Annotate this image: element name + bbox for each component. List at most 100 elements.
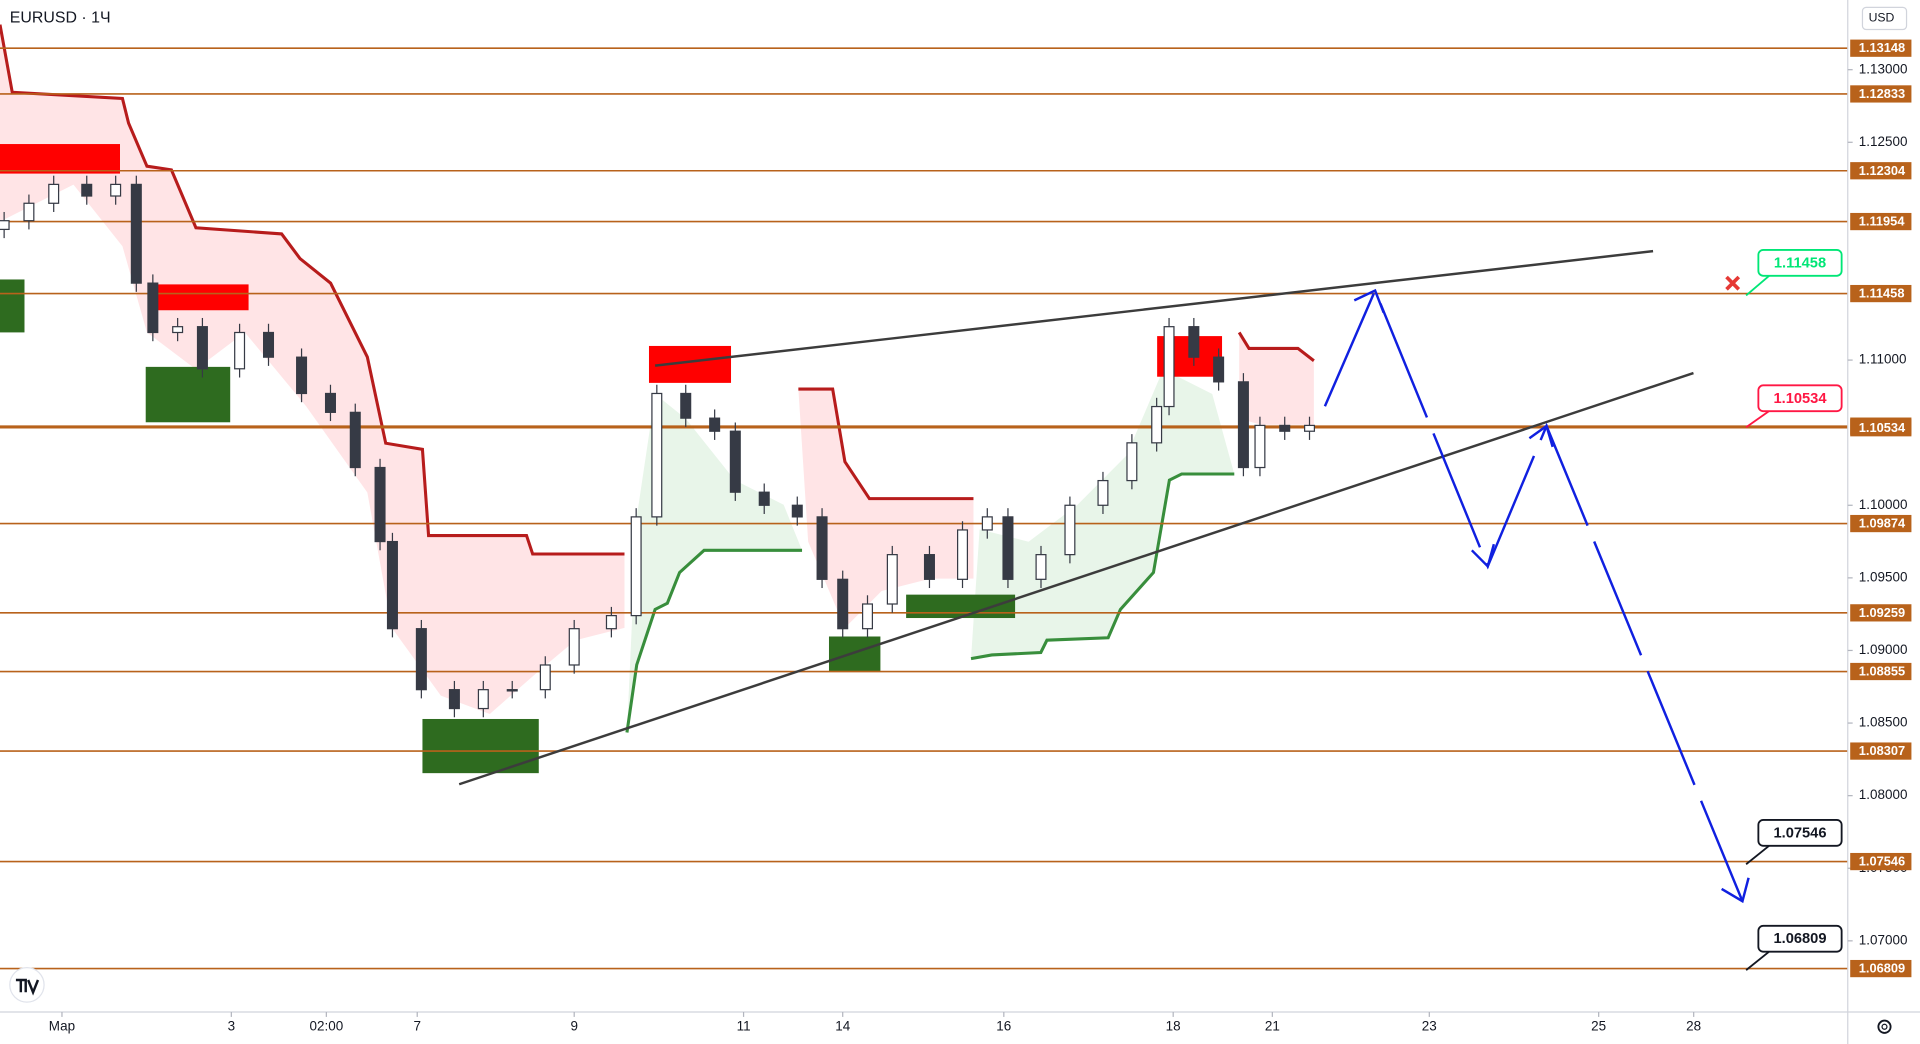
candle-body xyxy=(1035,554,1047,580)
supply-zone xyxy=(0,144,120,174)
y-tick-label: 1.09000 xyxy=(1859,642,1908,657)
callout-text: 1.06809 xyxy=(1773,931,1826,947)
callout-text: 1.07546 xyxy=(1773,825,1826,841)
callout-box xyxy=(1757,819,1843,847)
callout-box xyxy=(1757,248,1843,277)
callout-pointer xyxy=(1745,949,1772,971)
y-tick-label: 1.08000 xyxy=(1859,787,1908,802)
arrow-head xyxy=(1353,288,1385,314)
demand-zone xyxy=(0,279,25,333)
level-label: 1.08307 xyxy=(1859,743,1905,758)
arrow-head xyxy=(1721,877,1750,904)
candle-body xyxy=(956,529,969,580)
candle-body xyxy=(374,466,386,543)
trend-fill xyxy=(1239,332,1314,425)
logo xyxy=(9,967,45,1003)
levels xyxy=(0,47,1848,970)
level-label: 1.09874 xyxy=(1859,516,1906,531)
candle-body xyxy=(886,554,898,605)
candle-body xyxy=(1213,356,1225,383)
supertrend-line xyxy=(970,472,1235,661)
candle-body xyxy=(23,202,35,222)
level-label-box xyxy=(1850,662,1912,681)
annotations: 1.11458 1.10534 1.07546 1.06809 xyxy=(1745,248,1843,971)
level-label: 1.10534 xyxy=(1859,420,1906,435)
candle-body xyxy=(539,664,551,691)
candle-body xyxy=(923,554,935,580)
x-tick-label: 18 xyxy=(1166,1018,1181,1033)
candle-body xyxy=(1279,424,1291,432)
level-label-box xyxy=(1850,852,1912,871)
x-tick-label: 7 xyxy=(413,1018,420,1033)
candle-body xyxy=(448,689,460,710)
demand-zone xyxy=(145,366,231,423)
candle-body xyxy=(1064,504,1076,556)
currency-label[interactable]: USD xyxy=(1869,11,1895,25)
currency-button[interactable] xyxy=(1861,6,1908,31)
supertrend-line xyxy=(625,548,803,733)
level-label-box xyxy=(1850,959,1912,978)
candle-body xyxy=(630,516,642,617)
level-label-box xyxy=(1850,742,1912,760)
trend-fill xyxy=(971,369,1235,659)
candle-body xyxy=(729,430,741,493)
candle-body xyxy=(506,689,518,692)
candle-body xyxy=(1126,442,1138,482)
candle-body xyxy=(709,417,721,432)
trendline xyxy=(654,249,1654,367)
y-tick-label: 1.07000 xyxy=(1859,932,1908,947)
level-label: 1.12833 xyxy=(1859,86,1905,101)
trendline xyxy=(458,371,1694,786)
level-label-box xyxy=(1850,514,1912,533)
level-label-box xyxy=(1850,85,1912,103)
candle-body xyxy=(196,326,208,370)
x-tick-label: 3 xyxy=(228,1018,235,1033)
candle-body xyxy=(234,331,246,370)
y-tick-label: 1.12500 xyxy=(1859,134,1908,149)
candle-body xyxy=(1254,424,1266,469)
level-label: 1.06809 xyxy=(1859,961,1905,976)
y-tick-label: 1.08500 xyxy=(1859,715,1908,730)
candle-body xyxy=(296,356,308,395)
level-label: 1.08855 xyxy=(1859,664,1905,679)
level-label-box xyxy=(1850,604,1912,622)
candle-body xyxy=(1303,424,1316,432)
demand-zone xyxy=(422,718,539,774)
candles xyxy=(0,175,1316,718)
y-tick-label: 1.10000 xyxy=(1859,497,1908,512)
level-label: 1.12304 xyxy=(1859,163,1906,178)
x-tick-label: 16 xyxy=(996,1018,1011,1033)
level-label-box xyxy=(1850,162,1912,180)
candle-body xyxy=(837,578,849,630)
candle-body xyxy=(861,603,874,630)
callout-pointer xyxy=(1745,843,1772,865)
callout-box xyxy=(1757,384,1843,413)
candle-body xyxy=(477,689,489,710)
candle-body xyxy=(263,331,275,358)
candle-body xyxy=(816,516,828,580)
level-label: 1.11458 xyxy=(1859,286,1905,301)
level-label-box xyxy=(1850,39,1912,57)
candle-body xyxy=(415,628,427,691)
candle-body xyxy=(1237,381,1249,469)
supply-zone xyxy=(153,284,249,311)
arrow-head xyxy=(1528,423,1554,448)
x-tick-label: 25 xyxy=(1591,1018,1606,1033)
callout-pointer xyxy=(1745,273,1772,297)
settings-icon[interactable] xyxy=(1877,1019,1892,1034)
x-tick-label: 23 xyxy=(1422,1018,1437,1033)
candle-body xyxy=(1002,516,1014,580)
candle-body xyxy=(324,392,336,413)
supertrend-line xyxy=(0,24,625,556)
x-tick-label: Мар xyxy=(49,1018,75,1033)
candle-body xyxy=(680,392,692,419)
y-tick-label: 1.09500 xyxy=(1859,569,1908,584)
callout-text: 1.10534 xyxy=(1773,391,1827,407)
candle-body xyxy=(791,504,803,518)
x-tick-label: 28 xyxy=(1686,1018,1701,1033)
candle-body xyxy=(81,183,93,197)
candle-body xyxy=(1097,479,1109,506)
candle-body xyxy=(386,540,398,630)
cancel-mark xyxy=(1725,275,1741,291)
